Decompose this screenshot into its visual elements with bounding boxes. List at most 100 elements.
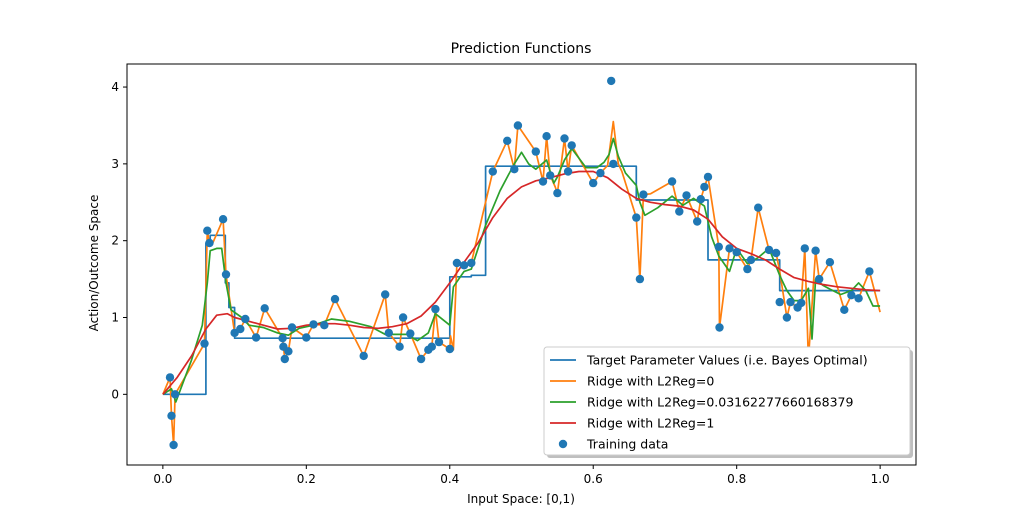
training-point: [381, 290, 390, 299]
plot-area: [126, 63, 917, 466]
training-point: [427, 342, 436, 351]
training-point: [200, 339, 209, 348]
training-point: [205, 238, 214, 248]
legend-label: Ridge with L2Reg=0: [587, 374, 714, 389]
training-point: [865, 267, 874, 276]
training-point: [251, 333, 261, 342]
y-tick-label: 2: [111, 234, 119, 248]
x-tick-label: 0.8: [727, 472, 746, 486]
training-point: [563, 167, 573, 176]
legend-label: Ridge with L2Reg=1: [587, 416, 714, 431]
legend-box: [543, 346, 911, 456]
training-point: [682, 191, 691, 200]
training-point: [467, 258, 476, 268]
legend-swatch-point: [558, 439, 568, 449]
training-point: [797, 298, 806, 308]
legend-label: Training data: [586, 437, 668, 452]
y-axis: 0 1 2 3 4: [111, 80, 127, 401]
training-point: [596, 168, 605, 178]
training-point: [743, 264, 752, 274]
training-point: [406, 329, 415, 338]
training-point: [854, 294, 863, 303]
training-point: [567, 141, 576, 150]
training-point: [607, 76, 616, 86]
y-axis-label: Action/Outcome Space: [87, 195, 101, 332]
training-point: [553, 188, 562, 198]
training-point: [609, 159, 618, 169]
training-point: [847, 291, 856, 300]
training-point: [693, 217, 702, 226]
training-point: [825, 258, 835, 267]
training-point: [395, 342, 404, 351]
training-point: [775, 297, 784, 307]
x-tick-label: 0.0: [153, 472, 172, 486]
legend-label: Target Parameter Values (i.e. Bayes Opti…: [586, 353, 868, 368]
y-tick-label: 4: [111, 80, 119, 94]
training-point: [434, 337, 444, 347]
training-point: [287, 323, 297, 332]
y-tick-label: 1: [111, 311, 119, 325]
training-point: [241, 314, 250, 324]
training-point: [667, 177, 677, 186]
training-points: [165, 76, 874, 450]
training-point: [169, 440, 178, 450]
training-point: [302, 333, 311, 342]
training-point: [632, 213, 641, 222]
training-point: [725, 244, 734, 253]
x-tick-label: 1.0: [871, 472, 890, 486]
training-point: [546, 171, 555, 180]
x-axis: 0.0 0.2 0.4 0.6 0.8 1.0: [153, 465, 890, 486]
training-point: [431, 304, 440, 314]
series-line-4: [162, 170, 881, 395]
training-point: [330, 294, 340, 304]
training-point: [560, 134, 569, 143]
training-point: [167, 411, 176, 420]
y-tick-label: 0: [111, 387, 119, 401]
training-point: [589, 178, 598, 188]
training-point: [786, 297, 795, 307]
training-point: [218, 215, 228, 224]
training-point: [635, 274, 645, 284]
training-point: [703, 172, 713, 182]
training-point: [280, 354, 289, 364]
training-point: [700, 182, 709, 192]
series-line-3: [162, 137, 881, 403]
training-point: [459, 261, 469, 270]
training-point: [170, 390, 180, 399]
training-point: [445, 344, 454, 354]
training-point: [320, 321, 329, 330]
training-point: [746, 255, 756, 265]
training-point: [510, 165, 519, 174]
training-point: [764, 245, 774, 255]
x-tick-label: 0.6: [584, 472, 603, 486]
training-point: [811, 246, 820, 255]
training-point: [513, 121, 523, 130]
x-tick-label: 0.4: [440, 472, 459, 486]
training-point: [203, 226, 212, 235]
training-point: [398, 313, 408, 322]
training-point: [754, 203, 763, 212]
training-point: [503, 136, 512, 145]
legend-label: Ridge with L2Reg=0.03162277660168379: [587, 395, 853, 410]
training-point: [800, 244, 809, 253]
training-point: [714, 242, 723, 251]
training-point: [260, 304, 269, 313]
training-point: [542, 132, 551, 141]
x-tick-label: 0.2: [297, 472, 316, 486]
training-point: [840, 305, 849, 314]
training-point: [782, 313, 792, 322]
training-point: [221, 270, 231, 279]
training-point: [384, 328, 393, 338]
training-point: [715, 323, 724, 332]
training-point: [236, 324, 245, 334]
training-point: [538, 177, 548, 186]
training-point: [531, 147, 540, 156]
training-point: [359, 351, 368, 361]
plot-frame: [126, 63, 917, 466]
chart-title: Prediction Functions: [451, 41, 592, 57]
training-point: [284, 347, 293, 356]
training-point: [452, 258, 462, 268]
legend: Target Parameter Values (i.e. Bayes Opti…: [543, 346, 913, 458]
training-point: [771, 248, 781, 258]
